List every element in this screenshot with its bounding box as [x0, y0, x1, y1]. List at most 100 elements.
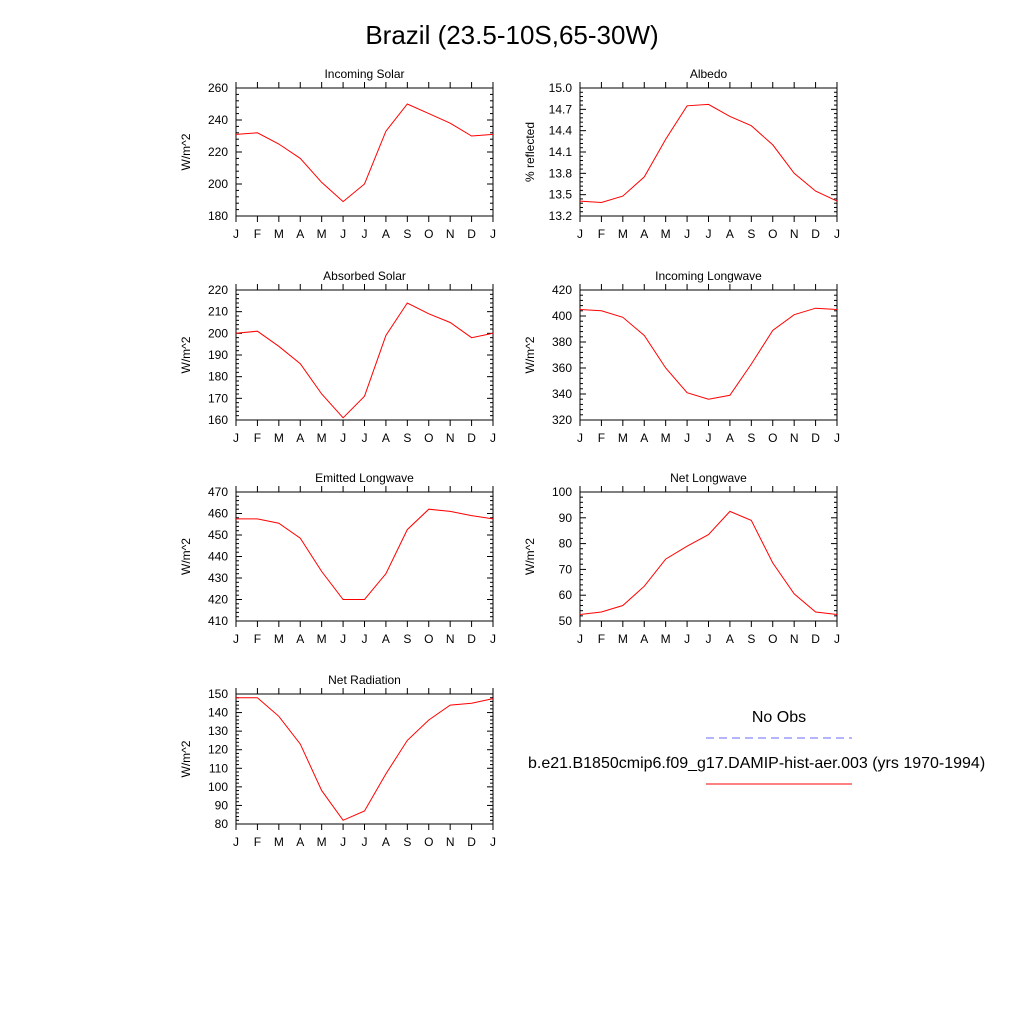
x-tick-label: J	[684, 431, 690, 445]
y-tick-label: 410	[208, 614, 228, 628]
x-tick-label: D	[811, 227, 820, 241]
chart-title: Absorbed Solar	[323, 269, 406, 283]
chart-title: Incoming Solar	[324, 67, 404, 81]
x-tick-label: F	[598, 227, 605, 241]
x-tick-label: O	[768, 227, 777, 241]
series-line	[236, 697, 494, 821]
y-tick-label: 14.7	[549, 102, 573, 116]
y-tick-label: 14.1	[549, 145, 573, 159]
x-tick-label: M	[618, 227, 628, 241]
x-tick-label: A	[640, 431, 648, 445]
y-tick-label: 150	[208, 687, 228, 701]
chart-title: Net Longwave	[670, 471, 747, 485]
chart-title: Net Radiation	[328, 673, 401, 687]
y-tick-label: 240	[208, 113, 228, 127]
y-tick-label: 15.0	[549, 81, 573, 95]
x-tick-label: D	[467, 835, 476, 849]
y-tick-label: 13.2	[549, 209, 573, 223]
x-tick-label: F	[598, 632, 605, 646]
x-tick-label: J	[834, 632, 840, 646]
x-tick-label: J	[684, 227, 690, 241]
x-tick-label: A	[296, 227, 304, 241]
y-tick-label: 130	[208, 724, 228, 738]
x-tick-label: J	[490, 835, 496, 849]
x-tick-label: A	[296, 835, 304, 849]
y-tick-label: 120	[208, 743, 228, 757]
legend-label-no-obs: No Obs	[752, 709, 806, 726]
x-tick-label: A	[726, 632, 734, 646]
y-tick-label: 220	[208, 145, 228, 159]
y-axis-label: W/m^2	[179, 538, 193, 575]
x-tick-label: S	[403, 835, 411, 849]
y-axis-label: % reflected	[523, 122, 537, 182]
x-tick-label: S	[403, 227, 411, 241]
x-tick-label: N	[446, 431, 455, 445]
x-tick-label: M	[274, 835, 284, 849]
y-tick-label: 140	[208, 706, 228, 720]
x-tick-label: M	[618, 632, 628, 646]
y-tick-label: 420	[552, 283, 572, 297]
plot-frame	[235, 491, 494, 622]
x-tick-label: M	[274, 227, 284, 241]
y-tick-label: 13.8	[549, 166, 573, 180]
x-tick-label: A	[382, 835, 390, 849]
x-tick-label: S	[403, 431, 411, 445]
plot-frame	[235, 289, 494, 421]
y-tick-label: 260	[208, 81, 228, 95]
y-tick-label: 160	[208, 413, 228, 427]
x-tick-label: D	[811, 632, 820, 646]
series-line	[579, 307, 838, 400]
series-line	[579, 510, 838, 615]
legend: No Obs b.e21.B1850cmip6.f09_g17.DAMIP-his…	[528, 709, 985, 785]
x-tick-label: J	[577, 431, 583, 445]
x-tick-label: J	[490, 227, 496, 241]
y-tick-label: 90	[215, 798, 229, 812]
y-tick-label: 380	[552, 335, 572, 349]
x-tick-label: J	[233, 835, 239, 849]
chart-panel-4: Incoming Longwave W/m^2 320 340 360 380 400 420…	[523, 269, 840, 445]
x-tick-label: J	[233, 632, 239, 646]
series-line	[235, 103, 494, 203]
y-tick-label: 170	[208, 391, 228, 405]
x-tick-label: A	[726, 431, 734, 445]
x-tick-label: F	[254, 835, 261, 849]
x-tick-label: O	[768, 632, 777, 646]
y-tick-label: 80	[215, 817, 229, 831]
y-tick-label: 50	[559, 614, 573, 628]
x-tick-label: J	[340, 835, 346, 849]
chart-panel-5: Emitted Longwave W/m^2 410 420 430 440 450 460 4…	[179, 471, 496, 646]
y-tick-label: 14.4	[549, 124, 573, 138]
x-tick-label: J	[684, 632, 690, 646]
x-tick-label: F	[254, 632, 261, 646]
x-tick-label: A	[382, 632, 390, 646]
plot-frame	[579, 289, 838, 421]
x-tick-label: M	[661, 227, 671, 241]
y-tick-label: 90	[559, 511, 573, 525]
x-tick-label: J	[577, 227, 583, 241]
x-tick-label: D	[467, 227, 476, 241]
chart-title: Incoming Longwave	[655, 269, 762, 283]
plot-frame	[579, 87, 838, 217]
x-tick-label: M	[317, 835, 327, 849]
chart-title: Albedo	[690, 67, 728, 81]
x-tick-label: J	[490, 632, 496, 646]
y-tick-label: 70	[559, 562, 573, 576]
y-tick-label: 100	[208, 780, 228, 794]
x-tick-label: M	[618, 431, 628, 445]
x-tick-label: S	[403, 632, 411, 646]
x-tick-label: J	[706, 227, 712, 241]
x-tick-label: M	[661, 632, 671, 646]
x-tick-label: N	[446, 632, 455, 646]
chart-panel-7: Net Radiation W/m^2 80 90 100 110 120 130 140 150…	[179, 673, 496, 849]
x-tick-label: J	[577, 632, 583, 646]
x-tick-label: O	[424, 835, 433, 849]
y-tick-label: 400	[552, 309, 572, 323]
x-tick-label: J	[362, 227, 368, 241]
x-tick-label: J	[340, 431, 346, 445]
x-tick-label: S	[747, 227, 755, 241]
chart-panel-2: Albedo % reflected 13.2 13.5 13.8 14.1 14.4 14.…	[523, 67, 840, 241]
y-tick-label: 460	[208, 507, 228, 521]
y-tick-label: 220	[208, 283, 228, 297]
x-tick-label: A	[296, 431, 304, 445]
